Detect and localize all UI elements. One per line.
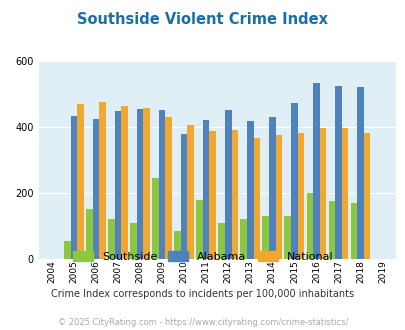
Text: © 2025 CityRating.com - https://www.cityrating.com/crime-statistics/: © 2025 CityRating.com - https://www.city… — [58, 318, 347, 327]
Bar — [130, 223, 136, 259]
Bar — [335, 86, 341, 259]
Bar — [218, 223, 224, 259]
Bar — [350, 203, 356, 259]
Bar — [319, 128, 326, 259]
Bar — [174, 231, 180, 259]
Bar — [158, 110, 165, 259]
Bar — [86, 209, 92, 259]
Bar — [253, 138, 260, 259]
Bar — [209, 131, 215, 259]
Bar — [121, 106, 128, 259]
Bar — [196, 200, 202, 259]
Bar — [165, 117, 172, 259]
Bar — [356, 87, 363, 259]
Bar — [363, 133, 370, 259]
Bar — [180, 134, 187, 259]
Bar — [99, 102, 106, 259]
Bar — [290, 103, 297, 259]
Bar — [312, 82, 319, 259]
Legend: Southside, Alabama, National: Southside, Alabama, National — [68, 247, 337, 267]
Bar — [114, 111, 121, 259]
Bar — [70, 116, 77, 259]
Bar — [77, 104, 83, 259]
Bar — [262, 216, 269, 259]
Bar — [202, 120, 209, 259]
Bar — [275, 135, 281, 259]
Bar — [246, 121, 253, 259]
Bar — [92, 119, 99, 259]
Bar — [143, 108, 149, 259]
Bar — [152, 178, 158, 259]
Bar — [306, 193, 312, 259]
Bar — [187, 125, 194, 259]
Bar — [136, 109, 143, 259]
Bar — [240, 219, 246, 259]
Bar — [328, 201, 335, 259]
Bar — [108, 219, 114, 259]
Bar — [341, 128, 347, 259]
Bar — [231, 130, 238, 259]
Bar — [224, 110, 231, 259]
Bar — [269, 117, 275, 259]
Bar — [297, 133, 304, 259]
Bar — [64, 241, 70, 259]
Text: Southside Violent Crime Index: Southside Violent Crime Index — [77, 12, 328, 26]
Text: Crime Index corresponds to incidents per 100,000 inhabitants: Crime Index corresponds to incidents per… — [51, 289, 354, 299]
Bar — [284, 216, 290, 259]
